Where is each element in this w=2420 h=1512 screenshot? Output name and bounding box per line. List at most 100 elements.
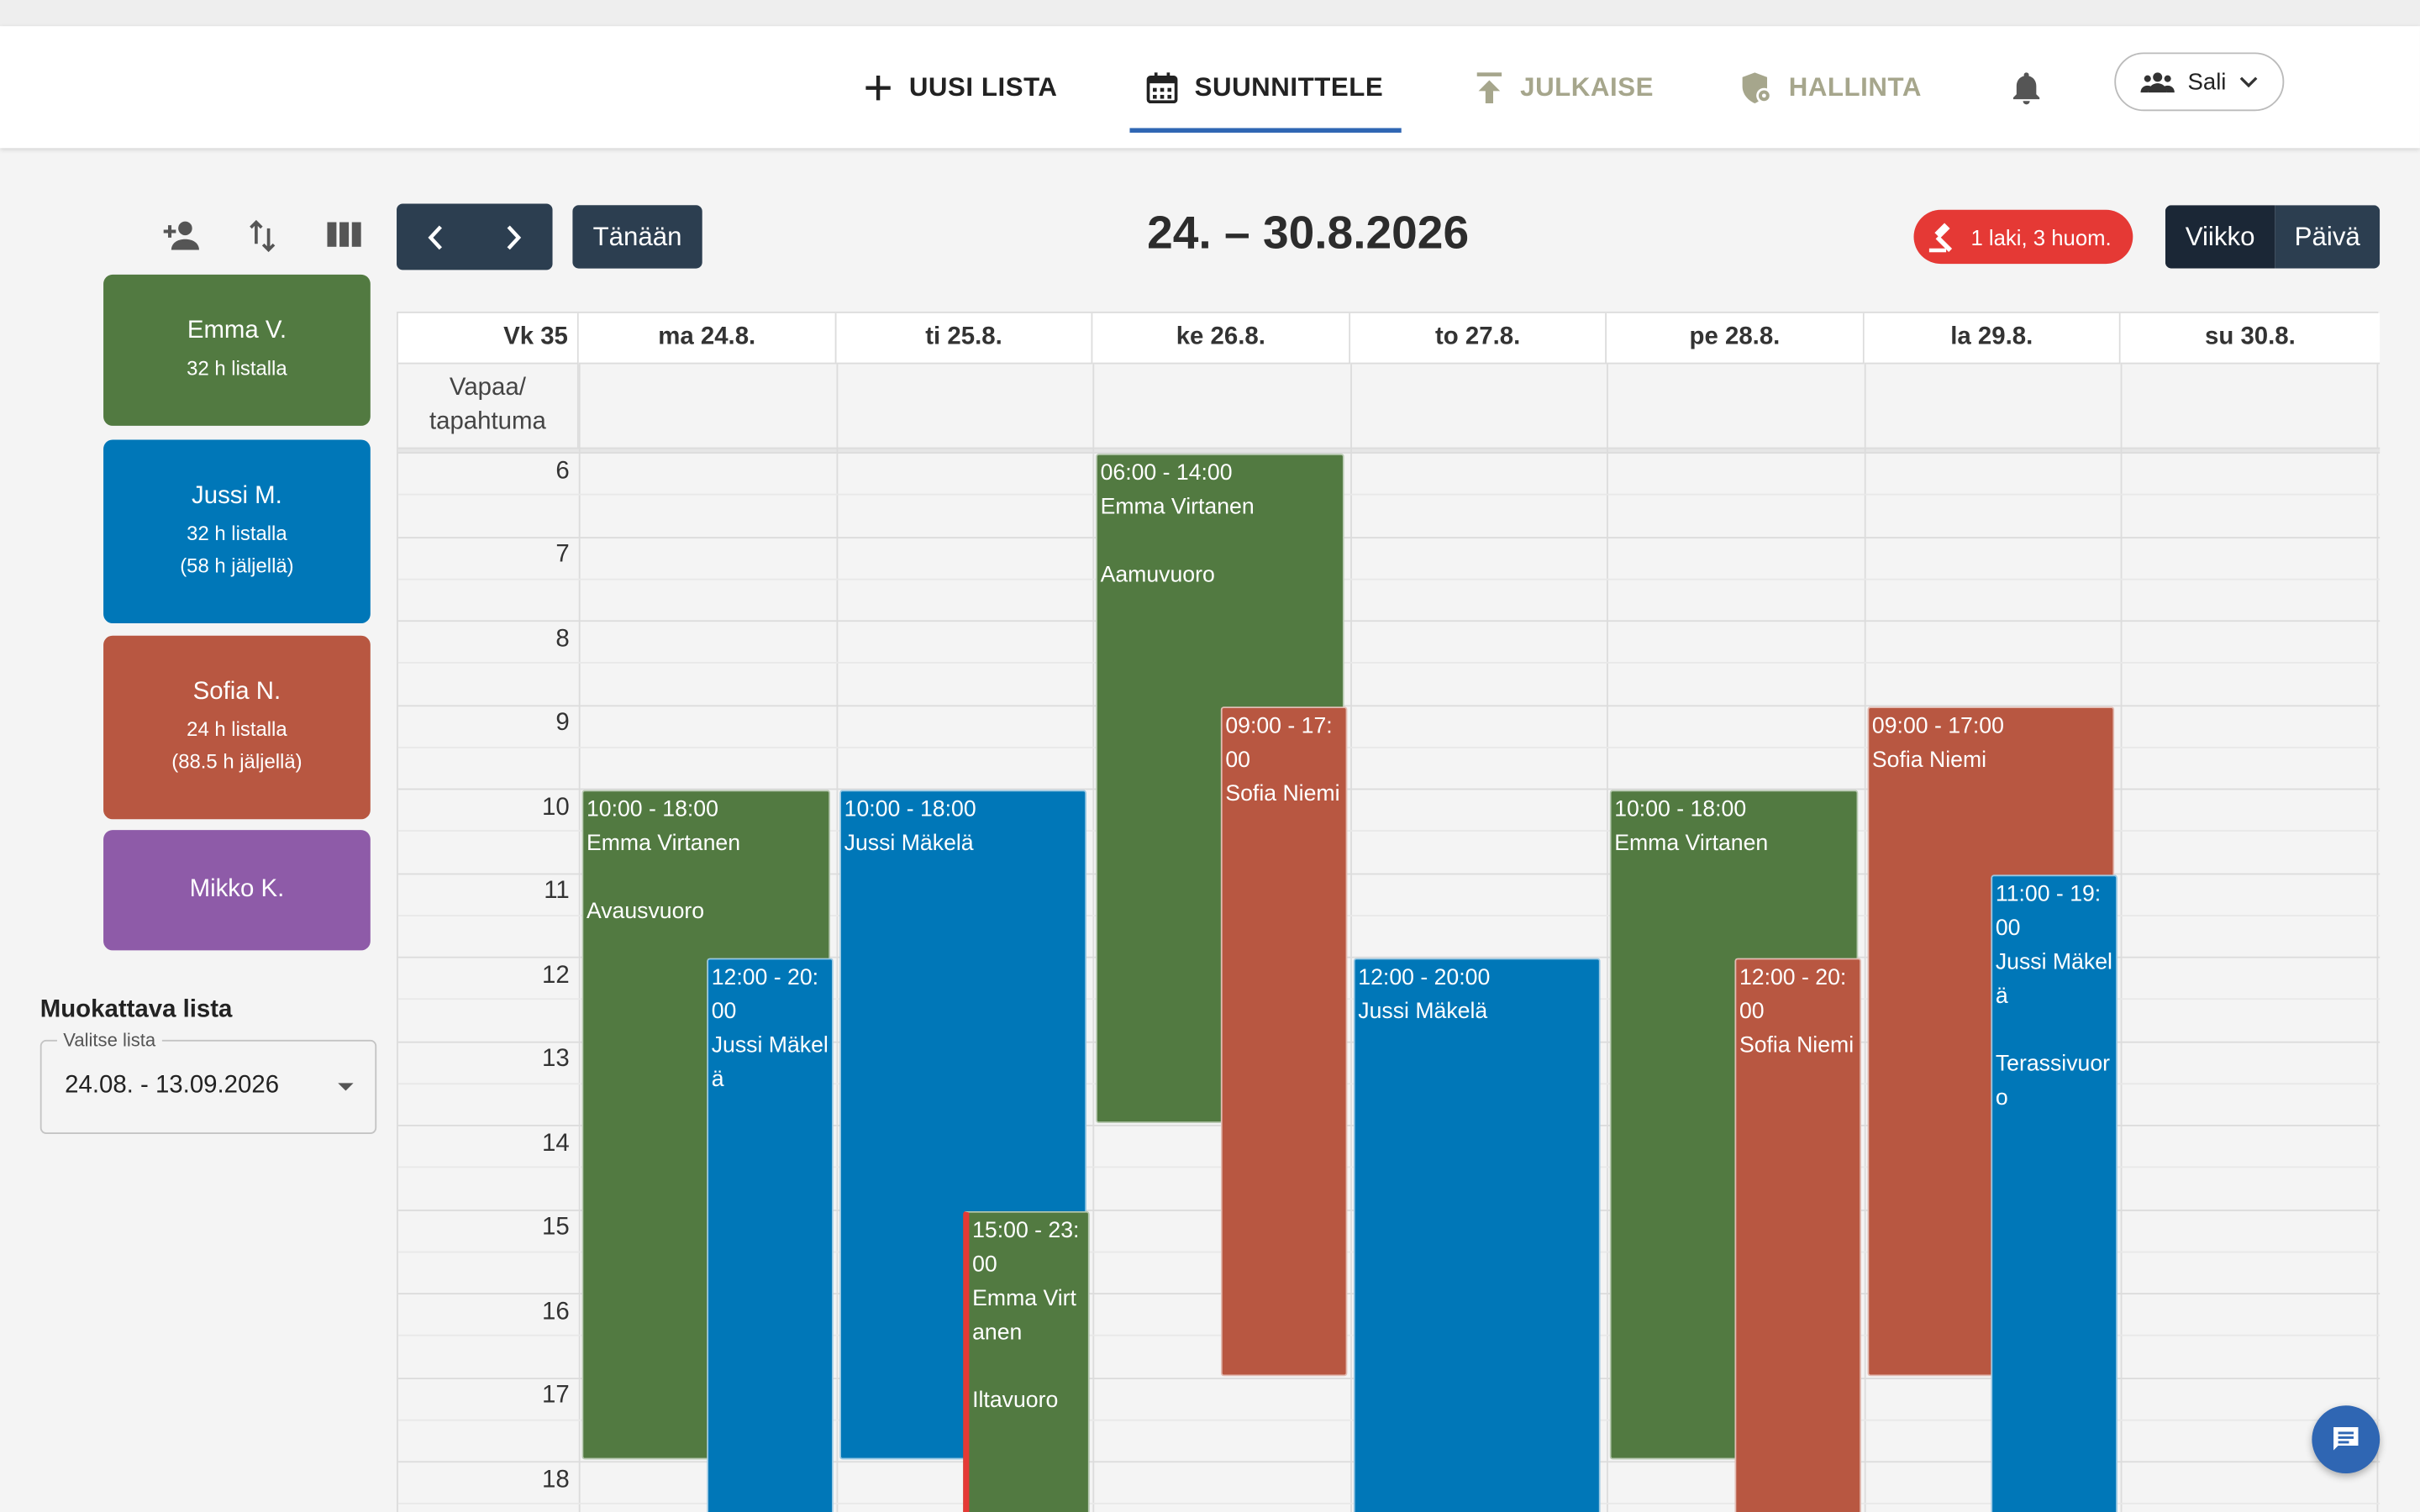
- half-hour-gridline: [397, 830, 2381, 832]
- hour-label: 15: [542, 1214, 570, 1241]
- shield-gear-icon: [1742, 71, 1772, 103]
- view-day-button[interactable]: Päivä: [2275, 205, 2381, 269]
- chevron-left-icon: [428, 224, 443, 249]
- group-icon: [2141, 72, 2175, 93]
- columns-icon: [327, 222, 361, 247]
- law-warning-badge[interactable]: 1 laki, 3 huom.: [1913, 209, 2133, 265]
- hour-gridline: [397, 956, 2381, 958]
- hour-label: 18: [542, 1467, 570, 1494]
- date-nav-group: [397, 203, 553, 270]
- employee-hours: 32 h listalla: [187, 355, 287, 379]
- day-header[interactable]: ke 26.8.: [1092, 312, 1351, 365]
- view-toggle: Viikko Päivä: [2165, 205, 2381, 269]
- top-strip: [0, 0, 2420, 27]
- hour-label: 11: [544, 878, 570, 905]
- plan-nav[interactable]: SUUNNITTELE: [1145, 26, 1383, 148]
- shift-event[interactable]: 12:00 - 20:00 Jussi Mäkelä: [707, 958, 834, 1512]
- employee-name: Mikko K.: [189, 876, 285, 903]
- chat-button[interactable]: [2312, 1405, 2381, 1474]
- hour-label: 9: [555, 709, 570, 737]
- bell-icon: [2012, 72, 2040, 105]
- columns-view-button[interactable]: [327, 222, 361, 255]
- hour-label: 7: [555, 541, 570, 568]
- employee-card-sofia[interactable]: Sofia N. 24 h listalla (88.5 h jäljellä): [103, 635, 371, 820]
- notifications-button[interactable]: [2009, 70, 2043, 114]
- hour-label: 13: [542, 1046, 570, 1073]
- allday-row-label: Vapaa/ tapahtuma: [398, 364, 579, 448]
- day-column-divider: [836, 364, 839, 1512]
- day-column-divider: [1864, 364, 1866, 1512]
- today-button[interactable]: Tänään: [572, 205, 702, 269]
- admin-nav[interactable]: HALLINTA: [1739, 26, 1922, 148]
- half-hour-gridline: [397, 746, 2381, 748]
- calendar-icon: [1146, 71, 1178, 103]
- day-column-divider: [1350, 364, 1352, 1512]
- plan-label: SUUNNITTELE: [1194, 71, 1384, 102]
- employee-hours: 32 h listalla: [187, 520, 287, 544]
- chevron-down-icon: [2238, 76, 2257, 88]
- chat-icon: [2333, 1426, 2359, 1451]
- employee-hours: 24 h listalla: [187, 717, 287, 740]
- week-calendar: Vk 35 ma 24.8. ti 25.8. ke 26.8. to 27.8…: [397, 312, 2381, 1512]
- new-list-label: UUSI LISTA: [908, 71, 1058, 102]
- hour-label: 16: [542, 1299, 570, 1326]
- hour-gridline: [397, 788, 2381, 790]
- day-header[interactable]: su 30.8.: [2120, 312, 2381, 365]
- room-selector[interactable]: Sali: [2114, 52, 2285, 112]
- publish-label: JULKAISE: [1520, 71, 1654, 102]
- swap-vertical-icon: [250, 219, 276, 253]
- next-week-button[interactable]: [475, 203, 553, 270]
- hour-gridline: [397, 452, 2381, 454]
- employee-card-mikko[interactable]: Mikko K.: [103, 830, 371, 951]
- previous-week-button[interactable]: [397, 203, 475, 270]
- top-navbar: UUSI LISTA SUUNNITTELE JULKAISE HALLINTA…: [0, 26, 2420, 149]
- hour-label: 17: [542, 1382, 570, 1409]
- hour-gridline: [397, 537, 2381, 539]
- room-label: Sali: [2187, 68, 2227, 95]
- employee-name: Jussi M.: [192, 481, 282, 509]
- day-column-divider: [1092, 364, 1095, 1512]
- plus-icon: [865, 75, 891, 100]
- editable-list-title: Muokattava lista: [39, 996, 233, 1023]
- shift-event[interactable]: 15:00 - 23:00 Emma Virtanen Iltavuoro: [963, 1210, 1090, 1512]
- shift-event[interactable]: 12:00 - 20:00 Sofia Niemi: [1734, 958, 1862, 1512]
- day-header[interactable]: ma 24.8.: [578, 312, 837, 365]
- view-week-button[interactable]: Viikko: [2165, 205, 2275, 269]
- active-tab-indicator: [1129, 128, 1402, 133]
- hour-label: 14: [542, 1131, 570, 1158]
- admin-label: HALLINTA: [1788, 71, 1922, 102]
- day-column-divider: [2120, 364, 2123, 1512]
- hour-gridline: [397, 873, 2381, 875]
- day-header[interactable]: pe 28.8.: [1607, 312, 1865, 365]
- add-employee-button[interactable]: [162, 219, 203, 258]
- hour-label: 8: [555, 626, 570, 653]
- employee-remaining: (88.5 h jäljellä): [171, 748, 302, 773]
- shift-event[interactable]: 12:00 - 20:00 Jussi Mäkelä: [1353, 958, 1601, 1512]
- sort-button[interactable]: [249, 219, 276, 261]
- list-select[interactable]: Valitse lista 24.08. - 13.09.2026: [39, 1029, 377, 1134]
- week-number: Vk 35: [397, 312, 579, 365]
- day-header[interactable]: la 29.8.: [1864, 312, 2121, 365]
- publish-nav[interactable]: JULKAISE: [1474, 26, 1654, 148]
- half-hour-gridline: [397, 578, 2381, 580]
- hour-gridline: [397, 620, 2381, 622]
- shift-event[interactable]: 09:00 - 17:00 Sofia Niemi: [1220, 706, 1348, 1376]
- list-select-value: 24.08. - 13.09.2026: [65, 1072, 280, 1099]
- half-hour-gridline: [397, 493, 2381, 496]
- law-badge-label: 1 laki, 3 huom.: [1970, 224, 2112, 249]
- hour-label: 10: [542, 794, 570, 822]
- day-header[interactable]: to 27.8.: [1350, 312, 1607, 365]
- shift-event[interactable]: 11:00 - 19:00 Jussi Mäkelä Terassivuoro: [1991, 874, 2118, 1512]
- allday-divider: [397, 447, 2381, 453]
- gavel-icon: [1928, 222, 1953, 252]
- employee-card-emma[interactable]: Emma V. 32 h listalla: [103, 274, 371, 426]
- employee-card-jussi[interactable]: Jussi M. 32 h listalla (58 h jäljellä): [103, 439, 371, 624]
- new-list-nav[interactable]: UUSI LISTA: [863, 26, 1058, 148]
- hour-label: 6: [555, 458, 570, 485]
- employee-name: Sofia N.: [192, 678, 281, 705]
- chevron-right-icon: [507, 224, 521, 249]
- person-add-icon: [163, 221, 199, 250]
- day-column-divider: [1607, 364, 1608, 1512]
- day-header[interactable]: ti 25.8.: [836, 312, 1093, 365]
